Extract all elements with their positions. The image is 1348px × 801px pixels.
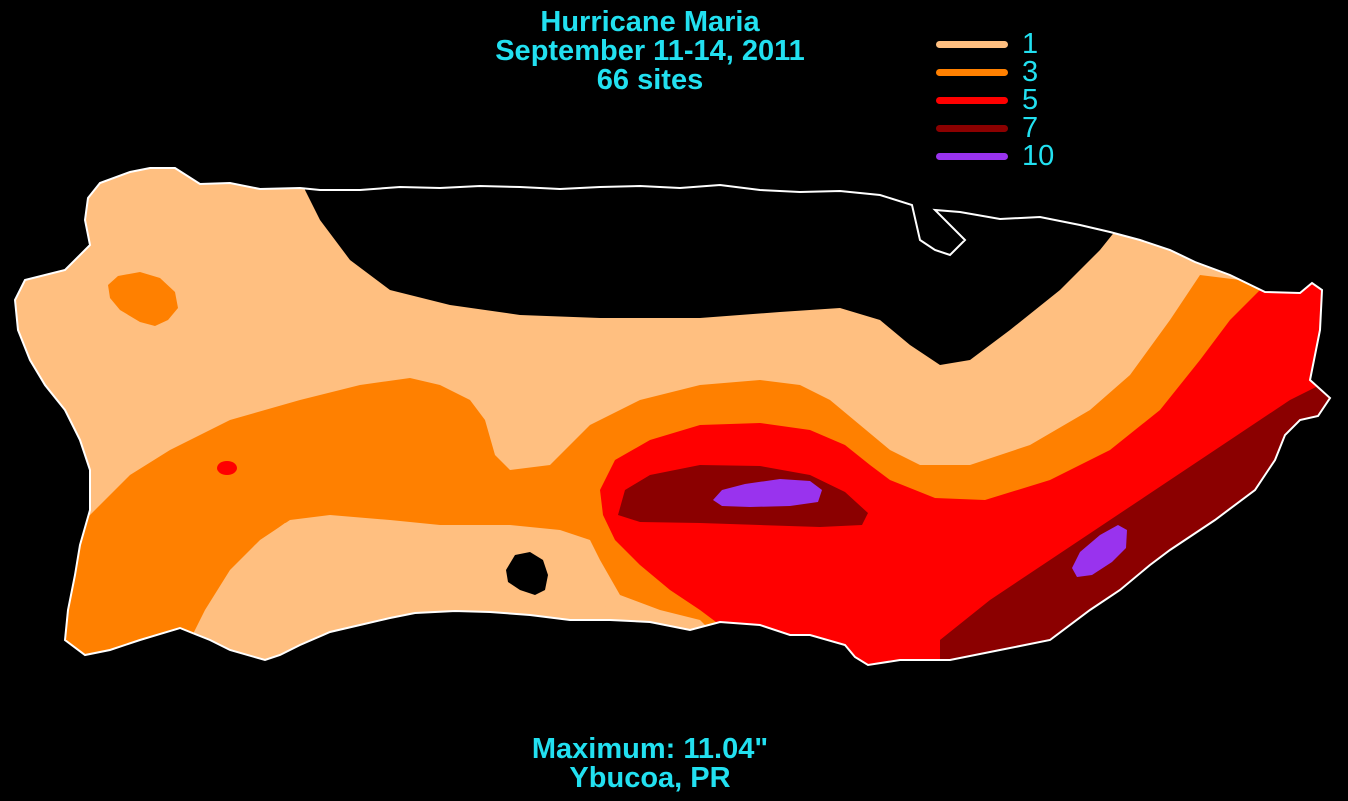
- maximum-location: Ybucoa, PR: [569, 762, 731, 794]
- legend-swatch-5: [936, 97, 1008, 104]
- dry-spot-south: [506, 552, 548, 595]
- title-date-range: September 11-14, 2011: [495, 35, 805, 67]
- title-storm-name: Hurricane Maria: [540, 6, 760, 38]
- legend-item-3: 3: [930, 58, 1070, 88]
- legend-label-5: 5: [1022, 84, 1039, 116]
- legend-swatch-10: [936, 153, 1008, 160]
- legend-label-10: 10: [1022, 140, 1055, 172]
- legend-item-1: 1: [930, 30, 1070, 60]
- legend-item-7: 7: [930, 114, 1070, 144]
- rainfall-legend: 1 3 5 7 10: [930, 30, 1070, 180]
- isohyet-10-central: [713, 479, 822, 507]
- legend-swatch-7: [936, 125, 1008, 132]
- legend-swatch-1: [936, 41, 1008, 48]
- legend-item-10: 10: [930, 142, 1070, 172]
- title-site-count: 66 sites: [596, 64, 704, 96]
- legend-label-1: 1: [1022, 28, 1039, 60]
- legend-swatch-3: [936, 69, 1008, 76]
- legend-label-3: 3: [1022, 56, 1039, 88]
- dry-area-north: [300, 180, 1120, 365]
- isohyet-10-southeast: [1072, 525, 1127, 577]
- map-title: Hurricane Maria September 11-14, 2011 66…: [440, 8, 860, 95]
- isohyet-5-spot-west: [217, 461, 237, 475]
- legend-item-5: 5: [930, 86, 1070, 116]
- island-coastline: [13, 167, 1332, 667]
- map-footer: Maximum: 11.04" Ybucoa, PR: [390, 735, 910, 793]
- isohyet-3-spot-nw: [108, 272, 178, 326]
- maximum-rainfall: Maximum: 11.04": [531, 733, 769, 765]
- legend-label-7: 7: [1022, 112, 1039, 144]
